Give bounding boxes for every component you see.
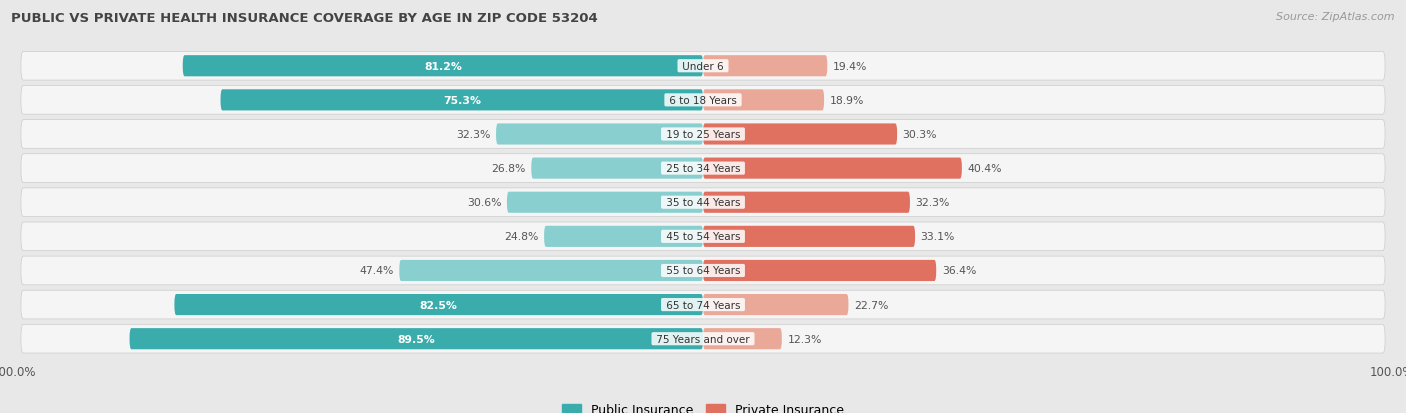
FancyBboxPatch shape	[129, 328, 703, 349]
FancyBboxPatch shape	[21, 188, 1385, 217]
Text: 75 Years and over: 75 Years and over	[652, 334, 754, 344]
Text: 32.3%: 32.3%	[915, 198, 950, 208]
Text: 25 to 34 Years: 25 to 34 Years	[662, 164, 744, 174]
Text: 35 to 44 Years: 35 to 44 Years	[662, 198, 744, 208]
Text: 22.7%: 22.7%	[853, 300, 889, 310]
FancyBboxPatch shape	[703, 56, 827, 77]
FancyBboxPatch shape	[221, 90, 703, 111]
FancyBboxPatch shape	[21, 291, 1385, 319]
Text: 24.8%: 24.8%	[505, 232, 538, 242]
FancyBboxPatch shape	[21, 256, 1385, 285]
FancyBboxPatch shape	[21, 325, 1385, 353]
Text: 18.9%: 18.9%	[830, 96, 863, 106]
FancyBboxPatch shape	[703, 158, 962, 179]
Text: 81.2%: 81.2%	[425, 62, 461, 71]
Text: 40.4%: 40.4%	[967, 164, 1002, 174]
Text: 55 to 64 Years: 55 to 64 Years	[662, 266, 744, 276]
FancyBboxPatch shape	[21, 154, 1385, 183]
Text: 33.1%: 33.1%	[921, 232, 955, 242]
Text: 65 to 74 Years: 65 to 74 Years	[662, 300, 744, 310]
FancyBboxPatch shape	[703, 328, 782, 349]
Text: 45 to 54 Years: 45 to 54 Years	[662, 232, 744, 242]
Legend: Public Insurance, Private Insurance: Public Insurance, Private Insurance	[557, 398, 849, 413]
FancyBboxPatch shape	[703, 226, 915, 247]
FancyBboxPatch shape	[21, 120, 1385, 149]
FancyBboxPatch shape	[183, 56, 703, 77]
FancyBboxPatch shape	[174, 294, 703, 316]
FancyBboxPatch shape	[544, 226, 703, 247]
Text: 32.3%: 32.3%	[456, 130, 491, 140]
Text: 75.3%: 75.3%	[443, 96, 481, 106]
Text: 6 to 18 Years: 6 to 18 Years	[666, 96, 740, 106]
FancyBboxPatch shape	[399, 260, 703, 281]
Text: 82.5%: 82.5%	[420, 300, 457, 310]
FancyBboxPatch shape	[703, 90, 824, 111]
Text: 47.4%: 47.4%	[360, 266, 394, 276]
FancyBboxPatch shape	[21, 52, 1385, 81]
FancyBboxPatch shape	[703, 294, 848, 316]
Text: 26.8%: 26.8%	[492, 164, 526, 174]
Text: 12.3%: 12.3%	[787, 334, 821, 344]
FancyBboxPatch shape	[703, 124, 897, 145]
Text: 30.6%: 30.6%	[467, 198, 502, 208]
Text: Source: ZipAtlas.com: Source: ZipAtlas.com	[1277, 12, 1395, 22]
FancyBboxPatch shape	[496, 124, 703, 145]
FancyBboxPatch shape	[21, 86, 1385, 115]
Text: 36.4%: 36.4%	[942, 266, 976, 276]
Text: 19 to 25 Years: 19 to 25 Years	[662, 130, 744, 140]
FancyBboxPatch shape	[531, 158, 703, 179]
Text: 30.3%: 30.3%	[903, 130, 938, 140]
Text: 19.4%: 19.4%	[832, 62, 868, 71]
Text: PUBLIC VS PRIVATE HEALTH INSURANCE COVERAGE BY AGE IN ZIP CODE 53204: PUBLIC VS PRIVATE HEALTH INSURANCE COVER…	[11, 12, 598, 25]
FancyBboxPatch shape	[703, 192, 910, 213]
FancyBboxPatch shape	[703, 260, 936, 281]
Text: Under 6: Under 6	[679, 62, 727, 71]
FancyBboxPatch shape	[508, 192, 703, 213]
FancyBboxPatch shape	[21, 223, 1385, 251]
Text: 89.5%: 89.5%	[398, 334, 434, 344]
